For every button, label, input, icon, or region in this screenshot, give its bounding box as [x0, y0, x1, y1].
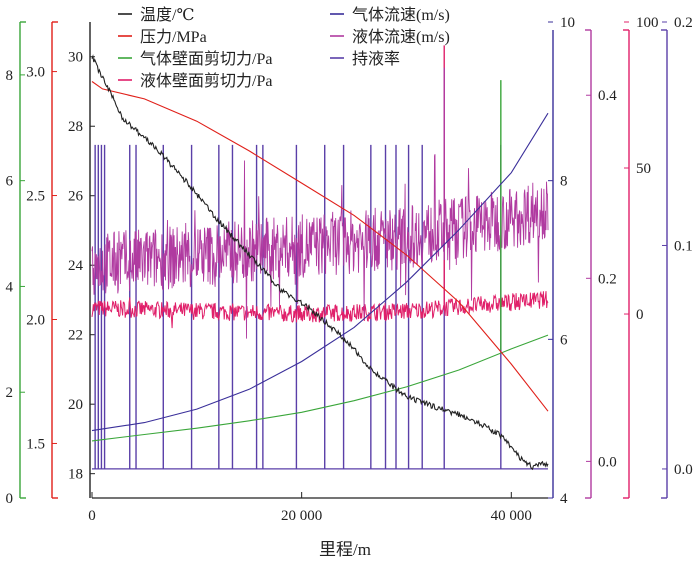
pressure-tick-label: 2.5 — [26, 189, 45, 205]
holdup-tick-label: 0.0 — [674, 462, 693, 478]
liquid_velocity-tick-label: 0.2 — [598, 271, 617, 287]
axes-layer: 0 20 000 40 000024681.52.02.53.01820222426… — [6, 15, 693, 524]
series-layer — [91, 45, 549, 471]
x-tick-label: 40 000 — [491, 508, 532, 524]
legend-label: 温度/℃ — [140, 6, 194, 24]
liquid-shear-line — [91, 290, 549, 329]
legend-label: 液体壁面剪切力/Pa — [140, 71, 272, 90]
gas_velocity-tick-label: 4 — [560, 491, 568, 507]
temperature-tick-label: 28 — [68, 119, 83, 135]
temperature-tick-label: 26 — [68, 189, 84, 205]
shear_liquid-tick-label: 50 — [636, 161, 651, 177]
x-tick-label: 0 — [88, 508, 96, 524]
legend: 温度/℃ 压力/MPa 气体壁面剪切力/Pa 液体壁面剪切力/Pa 气体流速(m/s) 液… — [118, 6, 450, 90]
temperature-tick-label: 18 — [68, 467, 83, 483]
shear_liquid-tick-label: 100 — [636, 15, 659, 31]
legend-label: 气体壁面剪切力/Pa — [140, 49, 272, 68]
gas-velocity-line — [91, 112, 549, 432]
legend-label: 气体流速(m/s) — [352, 6, 450, 24]
gas_velocity-tick-label: 6 — [560, 332, 568, 348]
shear_gas-tick-label: 0 — [6, 491, 14, 507]
temperature-line — [91, 54, 549, 471]
temperature-tick-label: 22 — [68, 328, 83, 344]
gas_velocity-tick-label: 10 — [560, 15, 575, 31]
shear_liquid-tick-label: 0 — [636, 307, 644, 323]
legend-label: 液体流速(m/s) — [352, 28, 450, 46]
liquid_velocity-tick-label: 0.0 — [598, 454, 617, 470]
temperature-tick-label: 30 — [68, 50, 83, 66]
temperature-tick-label: 24 — [68, 258, 84, 274]
gas_velocity-tick-label: 8 — [560, 174, 568, 190]
pressure-tick-label: 3.0 — [26, 65, 45, 81]
x-axis-label: 里程/m — [319, 540, 371, 559]
gas-shear-line — [91, 334, 549, 442]
shear_gas-tick-label: 4 — [6, 279, 14, 295]
shear_gas-tick-label: 6 — [6, 174, 14, 190]
temperature-tick-label: 20 — [68, 397, 83, 413]
pressure-tick-label: 2.0 — [26, 313, 45, 329]
legend-label: 持液率 — [352, 50, 400, 68]
pressure-line — [91, 81, 549, 412]
holdup-tick-label: 0.2 — [674, 15, 693, 31]
x-tick-label: 20 000 — [281, 508, 322, 524]
pressure-tick-label: 1.5 — [26, 436, 45, 452]
liquid-velocity-line — [91, 154, 549, 339]
legend-label: 压力/MPa — [140, 28, 207, 46]
shear_gas-tick-label: 8 — [6, 68, 14, 84]
shear_gas-tick-label: 2 — [6, 385, 14, 401]
holdup-tick-label: 0.1 — [674, 238, 693, 254]
liquid_velocity-tick-label: 0.4 — [598, 88, 617, 104]
